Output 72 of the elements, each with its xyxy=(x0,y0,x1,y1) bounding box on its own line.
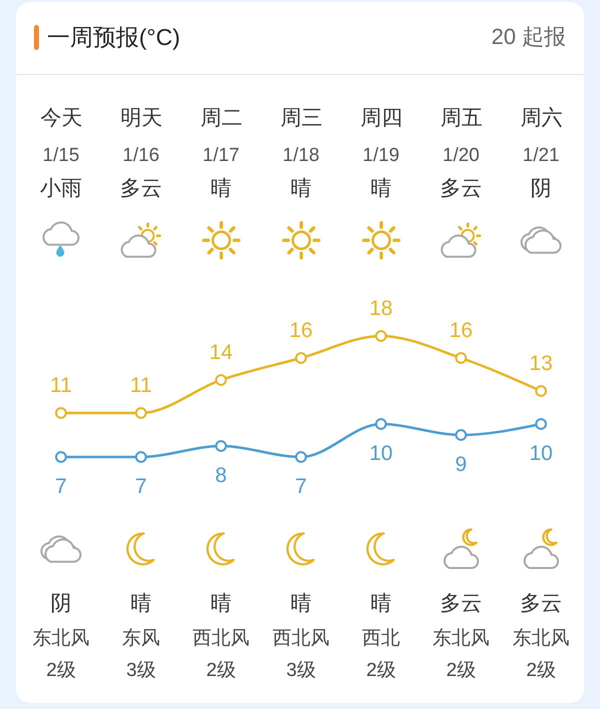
data-label: 8 xyxy=(215,464,227,487)
point xyxy=(455,352,467,364)
text: 东风 xyxy=(122,628,160,649)
point xyxy=(55,451,67,463)
data-label: 10 xyxy=(369,442,393,465)
data-label: 16 xyxy=(449,319,473,342)
text: 2级 xyxy=(526,660,556,681)
data-label: 11 xyxy=(50,374,72,397)
text: 2级 xyxy=(446,660,476,681)
data-label: 13 xyxy=(529,352,553,375)
point xyxy=(295,352,307,364)
text: 西北风 xyxy=(272,628,330,649)
text: 东北风 xyxy=(32,628,90,649)
text: 西北风 xyxy=(192,628,250,649)
data-label: 7 xyxy=(55,475,67,498)
data-label: 18 xyxy=(369,297,393,320)
data-label: 11 xyxy=(130,374,152,397)
text: 2级 xyxy=(46,660,76,681)
text: 晴 xyxy=(370,177,392,200)
text: 晴 xyxy=(210,177,232,200)
point xyxy=(295,451,307,463)
data-label: 7 xyxy=(295,475,307,498)
text: 1/15 xyxy=(42,145,80,166)
x-tick-label: 周二 xyxy=(200,106,242,130)
text: 晴 xyxy=(210,592,232,615)
text: 3级 xyxy=(286,660,316,681)
data-label: 9 xyxy=(455,453,467,476)
text: 1/16 xyxy=(122,145,160,166)
data-label: 7 xyxy=(135,475,147,498)
chart-subtitle: 20 起报 xyxy=(491,23,566,51)
text: 阴 xyxy=(50,592,72,615)
text: 阴 xyxy=(530,177,552,200)
data-label: 10 xyxy=(529,442,553,465)
text: 晴 xyxy=(290,177,312,200)
x-tick-label: 今天 xyxy=(40,106,82,130)
point xyxy=(135,451,147,463)
data-label: 14 xyxy=(209,341,233,364)
point xyxy=(535,385,547,397)
text: 2级 xyxy=(206,660,236,681)
text: 2级 xyxy=(366,660,396,681)
text: 晴 xyxy=(130,592,152,615)
text: 多云 xyxy=(520,592,562,615)
text: 1/17 xyxy=(202,145,240,166)
text: 晴 xyxy=(290,592,312,615)
text: 多云 xyxy=(440,177,482,200)
chart-title: 一周预报(°C) xyxy=(47,23,180,52)
text: 1/21 xyxy=(522,145,560,166)
text: 多云 xyxy=(120,177,162,200)
point xyxy=(375,330,387,342)
text: 西北 xyxy=(362,628,400,649)
x-tick-label: 明天 xyxy=(120,106,162,130)
text: 东北风 xyxy=(512,628,570,649)
text: 1/19 xyxy=(362,145,400,166)
text: 1/20 xyxy=(442,145,480,166)
x-tick-label: 周六 xyxy=(520,106,562,130)
data-label: 16 xyxy=(289,319,313,342)
point xyxy=(135,407,147,419)
x-tick-label: 周五 xyxy=(440,106,482,130)
point xyxy=(375,418,387,430)
text: 1/18 xyxy=(282,145,320,166)
point xyxy=(55,407,67,419)
x-tick-label: 周四 xyxy=(360,106,402,130)
text: 晴 xyxy=(370,592,392,615)
text: 小雨 xyxy=(40,177,82,200)
point xyxy=(215,374,227,386)
point xyxy=(535,418,547,430)
text: 东北风 xyxy=(432,628,490,649)
text: 多云 xyxy=(440,592,482,615)
point xyxy=(215,440,227,452)
point xyxy=(455,429,467,441)
text: 3级 xyxy=(126,660,156,681)
x-tick-label: 周三 xyxy=(280,106,322,130)
